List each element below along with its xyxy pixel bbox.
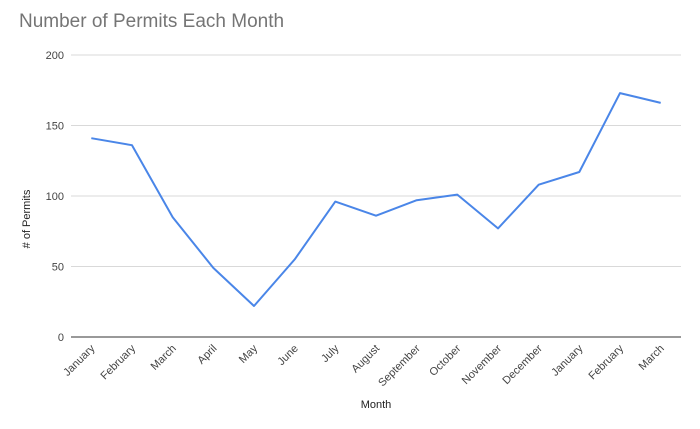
gridlines (71, 54, 681, 338)
y-axis-title: # of Permits (21, 189, 33, 248)
x-axis-ticks: January February March April May June July Augu… (61, 342, 666, 389)
x-tick-label: February (587, 342, 627, 382)
x-tick-label: August (349, 343, 382, 376)
y-tick-label: 100 (46, 191, 64, 203)
chart-title: Number of Permits Each Month (19, 11, 285, 32)
x-tick-label: March (637, 343, 667, 373)
series-line (91, 92, 661, 307)
x-tick-label: September (376, 342, 423, 389)
y-tick-label: 50 (52, 262, 64, 274)
x-tick-label: April (195, 343, 219, 367)
x-tick-label: February (99, 342, 139, 382)
x-tick-label: March (149, 343, 179, 373)
x-tick-label: November (460, 342, 505, 387)
x-tick-label: May (237, 342, 261, 366)
series-layer (91, 92, 661, 307)
x-tick-label: January (61, 342, 98, 379)
x-tick-label: June (275, 343, 300, 368)
y-tick-label: 0 (58, 332, 64, 344)
x-axis-title: Month (361, 399, 392, 411)
x-tick-label: July (319, 342, 342, 365)
x-tick-label: January (549, 342, 586, 379)
y-axis-ticks: 0 50 100 150 200 (46, 50, 64, 344)
x-tick-label: December (500, 342, 545, 387)
y-tick-label: 150 (46, 121, 64, 133)
y-tick-label: 200 (46, 50, 64, 62)
x-tick-label: October (427, 342, 463, 378)
